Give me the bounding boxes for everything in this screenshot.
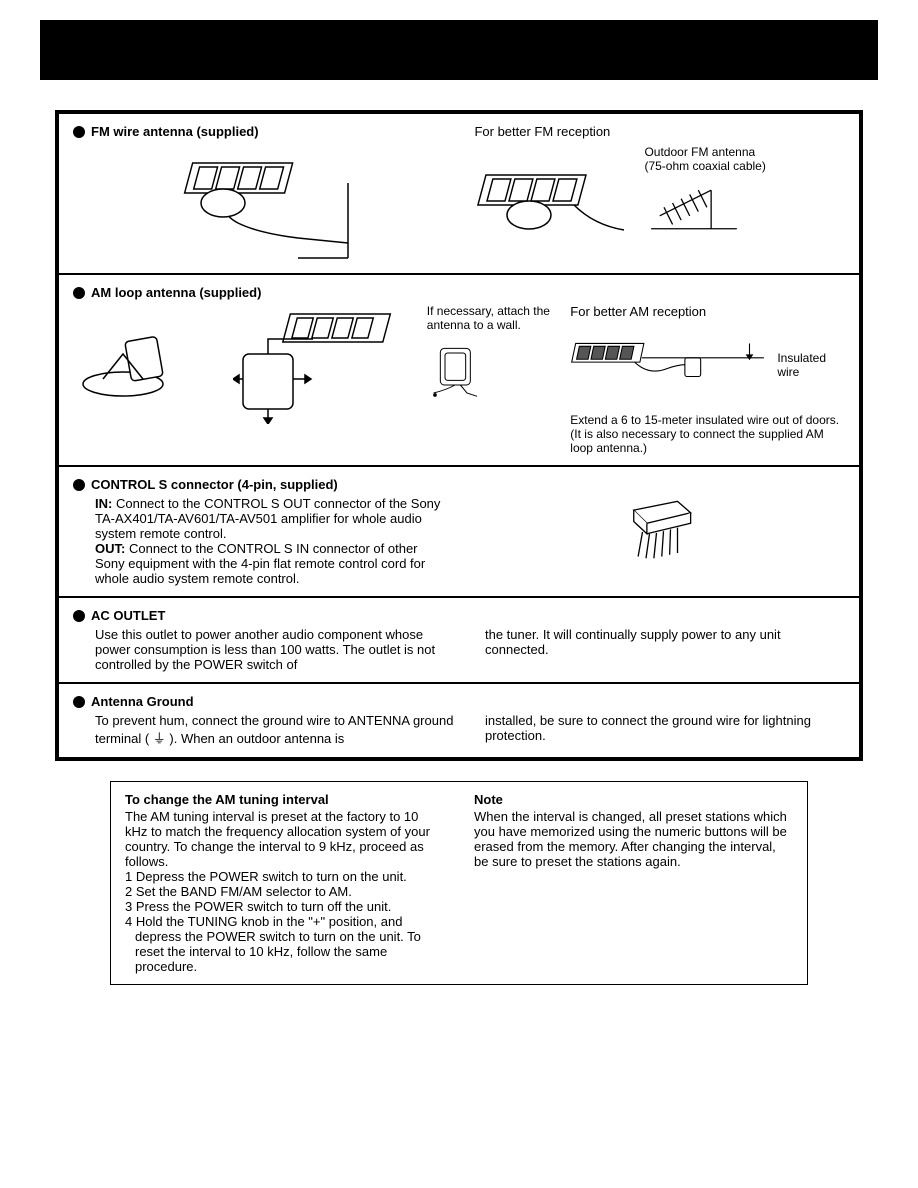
am-extend-note: Extend a 6 to 15-meter insulated wire ou…: [570, 413, 845, 455]
ac-outlet-title: AC OUTLET: [91, 608, 165, 623]
bullet-icon: [73, 126, 85, 138]
antenna-ground-left: To prevent hum, connect the ground wire …: [73, 713, 455, 747]
tuning-step-4: 4 Hold the TUNING knob in the "+" positi…: [125, 914, 444, 974]
tuning-step-3: 3 Press the POWER switch to turn off the…: [125, 899, 444, 914]
fm-diagram-left: [73, 143, 444, 263]
am-loop-diagram-1: [73, 304, 223, 455]
bullet-icon: [73, 696, 85, 708]
section-fm: FM wire antenna (supplied): [59, 114, 859, 275]
ac-outlet-right: the tuner. It will continually supply po…: [485, 627, 845, 672]
bottom-info-box: To change the AM tuning interval The AM …: [110, 781, 808, 985]
fm-outdoor-label: Outdoor FM antenna (75-ohm coaxial cable…: [644, 145, 765, 173]
section-antenna-ground: Antenna Ground To prevent hum, connect t…: [59, 684, 859, 757]
control-s-out-text: Connect to the CONTROL S IN connector of…: [95, 541, 425, 586]
note-text: When the interval is changed, all preset…: [474, 809, 793, 869]
tuning-step-2: 2 Set the BAND FM/AM selector to AM.: [125, 884, 444, 899]
bullet-icon: [73, 287, 85, 299]
page-container: FM wire antenna (supplied): [0, 20, 918, 985]
fm-better-label: For better FM reception: [474, 124, 845, 139]
bullet-icon: [73, 610, 85, 622]
antenna-ground-right: installed, be sure to connect the ground…: [485, 713, 845, 747]
note-title: Note: [474, 792, 793, 807]
am-attach-label: If necessary, attach the antenna to a wa…: [427, 304, 561, 332]
control-s-title: CONTROL S connector (4-pin, supplied): [91, 477, 338, 492]
section-control-s: CONTROL S connector (4-pin, supplied) IN…: [59, 467, 859, 598]
header-black-bar: [40, 20, 878, 80]
am-better-diagram: [570, 325, 771, 405]
fm-diagram-right: [474, 145, 634, 255]
tuning-step-1: 1 Depress the POWER switch to turn on th…: [125, 869, 444, 884]
bullet-icon: [73, 479, 85, 491]
am-title: AM loop antenna (supplied): [91, 285, 261, 300]
antenna-ground-title: Antenna Ground: [91, 694, 194, 709]
section-am: AM loop antenna (supplied): [59, 275, 859, 467]
control-s-out-label: OUT:: [95, 541, 125, 556]
insulated-wire-label: Insulated wire: [777, 351, 845, 379]
connector-icon: [610, 497, 710, 567]
fm-title: FM wire antenna (supplied): [91, 124, 259, 139]
section-ac-outlet: AC OUTLET Use this outlet to power anoth…: [59, 598, 859, 684]
am-loop-diagram-2: [233, 304, 417, 455]
yagi-antenna-icon: [644, 173, 744, 233]
control-s-in-label: IN:: [95, 496, 112, 511]
control-s-in-text: Connect to the CONTROL S OUT connector o…: [95, 496, 440, 541]
tuning-interval-intro: The AM tuning interval is preset at the …: [125, 809, 444, 869]
tuning-interval-title: To change the AM tuning interval: [125, 792, 444, 807]
am-better-label: For better AM reception: [570, 304, 845, 319]
main-frame: FM wire antenna (supplied): [55, 110, 863, 761]
ac-outlet-left: Use this outlet to power another audio c…: [73, 627, 455, 672]
am-wall-diagram: [427, 338, 487, 408]
